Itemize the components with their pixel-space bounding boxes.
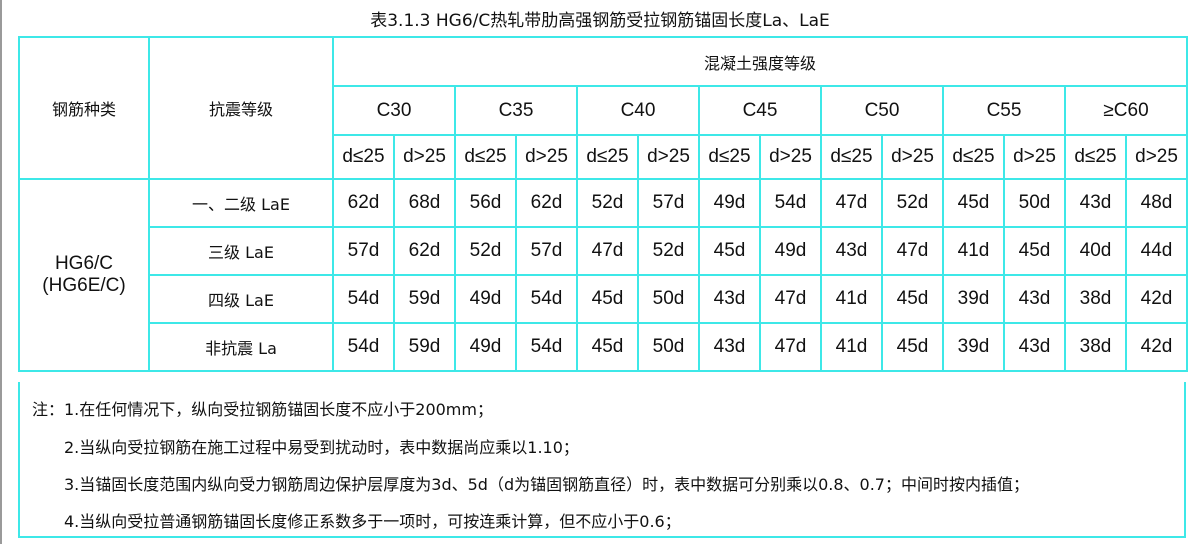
seismic-grade-cell: 四级 LaE (148, 274, 334, 324)
value-cell: 41d (820, 274, 883, 324)
value-cell: 47d (576, 226, 639, 276)
table-title: 表3.1.3 HG6/C热轧带肋高强钢筋受拉钢筋锚固长度La、LaE (370, 11, 830, 31)
value-cell: 68d (393, 178, 456, 228)
value-cell: 59d (393, 274, 456, 324)
value-cell: 47d (820, 178, 883, 228)
value-cell: 45d (576, 322, 639, 372)
diameter-header: d>25 (881, 134, 944, 180)
value-cell: 54d (515, 322, 578, 372)
value-cell: 38d (1064, 322, 1127, 372)
value-cell: 45d (698, 226, 761, 276)
value-cell: 57d (332, 226, 395, 276)
seismic-grade-cell: 非抗震 La (148, 322, 334, 372)
value-cell: 49d (698, 178, 761, 228)
value-cell: 49d (759, 226, 822, 276)
value-cell: 44d (1124, 226, 1189, 276)
table-row: 三级 LaE 57d 62d 52d 57d 47d 52d 45d 49d 43d 47d 41d 4… (19, 226, 1189, 276)
header-seismic-grade: 抗震等级 (148, 36, 334, 180)
value-cell: 57d (637, 178, 700, 228)
table-row: 四级 LaE 54d 59d 49d 54d 45d 50d 43d 47d 41d 45d 39d 4… (19, 274, 1189, 324)
value-cell: 40d (1064, 226, 1127, 276)
diameter-header: d>25 (1003, 134, 1066, 180)
value-cell: 45d (576, 274, 639, 324)
value-cell: 45d (881, 322, 944, 372)
value-cell: 49d (454, 322, 517, 372)
value-cell: 62d (515, 178, 578, 228)
diameter-header: d≤25 (1064, 134, 1127, 180)
grade-header: C50 (820, 85, 944, 136)
value-cell: 48d (1124, 178, 1189, 228)
value-cell: 42d (1124, 274, 1189, 324)
value-cell: 49d (454, 274, 517, 324)
value-cell: 62d (393, 226, 456, 276)
diameter-header: d≤25 (820, 134, 883, 180)
value-cell: 62d (332, 178, 395, 228)
value-cell: 43d (1003, 274, 1066, 324)
value-cell: 47d (759, 274, 822, 324)
diameter-header: d>25 (393, 134, 456, 180)
grade-header: C45 (698, 85, 822, 136)
left-edge (0, 0, 2, 544)
notes-box: 注：1.在任何情况下，纵向受拉钢筋锚固长度不应小于200mm； 2.当纵向受拉钢… (18, 382, 1186, 538)
value-cell: 52d (576, 178, 639, 228)
value-cell: 45d (1003, 226, 1066, 276)
note-4: 4.当纵向受拉普通钢筋锚固长度修正系数多于一项时，可按连乘计算，但不应小于0.6… (64, 512, 681, 531)
value-cell: 41d (820, 322, 883, 372)
value-cell: 41d (942, 226, 1005, 276)
value-cell: 39d (942, 322, 1005, 372)
value-cell: 42d (1124, 322, 1189, 372)
diameter-header: d≤25 (698, 134, 761, 180)
value-cell: 52d (881, 178, 944, 228)
steel-type-cell: HG6/C (HG6E/C) (18, 178, 150, 372)
value-cell: 52d (637, 226, 700, 276)
value-cell: 45d (881, 274, 944, 324)
value-cell: 50d (637, 274, 700, 324)
value-cell: 43d (1003, 322, 1066, 372)
grade-header: C55 (942, 85, 1066, 136)
diameter-header: d>25 (759, 134, 822, 180)
value-cell: 43d (698, 274, 761, 324)
header-steel-type: 钢筋种类 (18, 36, 150, 180)
note-1: 注：1.在任何情况下，纵向受拉钢筋锚固长度不应小于200mm； (32, 400, 493, 419)
value-cell: 56d (454, 178, 517, 228)
grade-header: C35 (454, 85, 578, 136)
value-cell: 54d (332, 274, 395, 324)
diameter-header: d≤25 (454, 134, 517, 180)
diameter-header: d>25 (515, 134, 578, 180)
value-cell: 52d (454, 226, 517, 276)
value-cell: 50d (637, 322, 700, 372)
diameter-header: d>25 (637, 134, 700, 180)
seismic-grade-cell: 三级 LaE (148, 226, 334, 276)
value-cell: 47d (759, 322, 822, 372)
value-cell: 43d (1064, 178, 1127, 228)
value-cell: 50d (1003, 178, 1066, 228)
header-concrete-grade: 混凝土强度等级 (331, 36, 1189, 87)
diameter-header: d>25 (1124, 134, 1189, 180)
anchorage-length-table: 钢筋种类 抗震等级 混凝土强度等级 C30 C35 C40 C45 C50 C55 ≥C60… (18, 36, 1189, 372)
diameter-header: d≤25 (332, 134, 395, 180)
steel-line-2: (HG6E/C) (42, 275, 126, 296)
note-2: 2.当纵向受拉钢筋在施工过程中易受到扰动时，表中数据尚应乘以1.10； (64, 438, 579, 457)
value-cell: 47d (881, 226, 944, 276)
grade-header: C30 (332, 85, 456, 136)
value-cell: 54d (332, 322, 395, 372)
diameter-header: d≤25 (576, 134, 639, 180)
grade-header: C40 (576, 85, 700, 136)
table-row: HG6/C (HG6E/C) 一、二级 LaE 62d 68d 56d 62d 52d 57d 4… (18, 178, 1189, 372)
value-cell: 59d (393, 322, 456, 372)
value-cell: 38d (1064, 274, 1127, 324)
steel-line-1: HG6/C (54, 253, 114, 274)
value-cell: 43d (698, 322, 761, 372)
value-cell: 54d (759, 178, 822, 228)
value-cell: 57d (515, 226, 578, 276)
note-3: 3.当锚固长度范围内纵向受力钢筋周边保护层厚度为3d、5d（d为锚固钢筋直径）时… (64, 475, 1029, 494)
value-cell: 39d (942, 274, 1005, 324)
value-cell: 54d (515, 274, 578, 324)
value-cell: 45d (942, 178, 1005, 228)
grade-header: ≥C60 (1063, 85, 1189, 136)
value-cell: 43d (820, 226, 883, 276)
seismic-grade-cell: 一、二级 LaE (148, 178, 334, 228)
diameter-header: d≤25 (942, 134, 1005, 180)
table-row: 非抗震 La 54d 59d 49d 54d 45d 50d 43d 47d 41d 45d 39d 4… (19, 322, 1189, 372)
